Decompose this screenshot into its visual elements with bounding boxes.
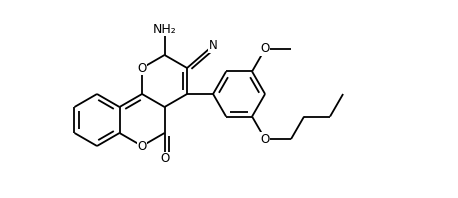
Text: O: O [261,132,270,146]
Text: NH₂: NH₂ [153,23,176,35]
Text: O: O [137,62,147,74]
Text: O: O [261,42,270,55]
Text: O: O [137,140,147,152]
Text: N: N [209,39,218,52]
Text: O: O [160,152,169,166]
